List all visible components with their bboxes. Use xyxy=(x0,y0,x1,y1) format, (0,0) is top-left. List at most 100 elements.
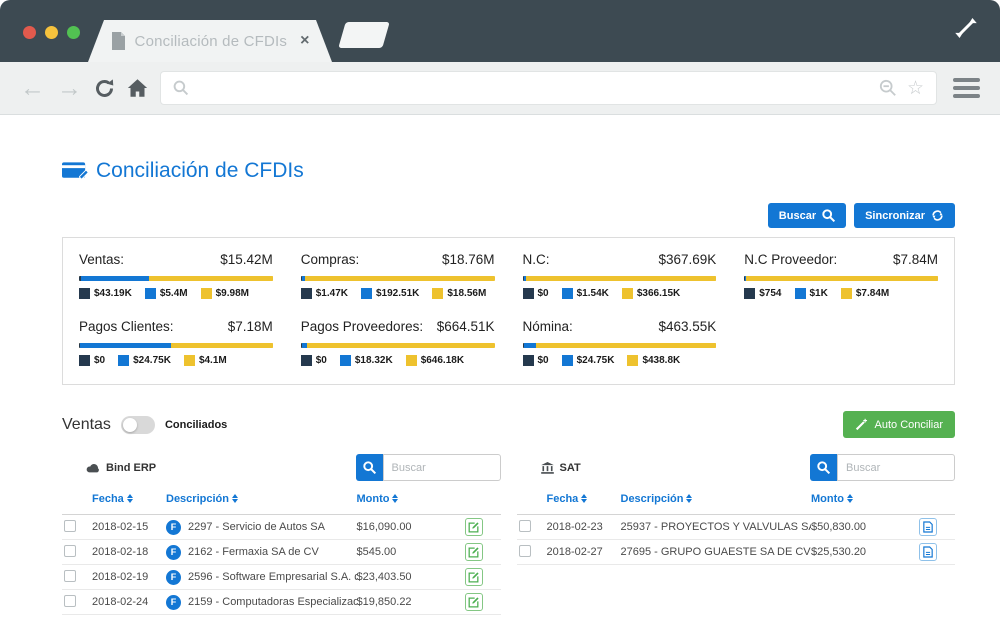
column-monto[interactable]: Monto xyxy=(357,493,465,505)
tab-close-icon[interactable]: × xyxy=(300,32,310,49)
column-fecha[interactable]: Fecha xyxy=(92,493,166,505)
column-descripcion[interactable]: Descripción xyxy=(621,493,812,505)
legend-value: $754 xyxy=(759,288,782,299)
row-checkbox[interactable] xyxy=(64,544,76,557)
blue-swatch xyxy=(561,288,573,299)
edit-row-button[interactable] xyxy=(464,543,483,561)
sort-icon xyxy=(686,494,693,503)
search-icon xyxy=(173,80,189,96)
refresh-icon[interactable] xyxy=(94,78,115,99)
legend-value: $0 xyxy=(315,355,327,366)
url-search-bar[interactable]: ☆ xyxy=(160,71,937,105)
navy-swatch xyxy=(522,288,534,299)
card-value: $7.84M xyxy=(892,252,938,267)
conciliados-toggle[interactable] xyxy=(120,415,155,434)
row-checkbox[interactable] xyxy=(518,519,531,532)
legend-value: $366.15K xyxy=(636,288,681,299)
bookmark-star-icon[interactable]: ☆ xyxy=(906,77,924,99)
view-document-button[interactable] xyxy=(919,543,937,561)
legend-value: $5.4M xyxy=(159,288,188,299)
menu-icon[interactable] xyxy=(953,78,980,98)
edit-pencil-icon xyxy=(468,596,479,607)
maximize-window-icon[interactable] xyxy=(67,26,80,39)
edit-row-button[interactable] xyxy=(464,518,483,536)
column-fecha[interactable]: Fecha xyxy=(547,493,621,505)
zoom-out-icon[interactable] xyxy=(879,79,897,97)
back-icon[interactable]: ← xyxy=(20,73,45,102)
legend: $43.19K $5.4M $9.98M xyxy=(79,288,273,299)
card-label: Pagos Clientes: xyxy=(79,319,174,334)
close-window-icon[interactable] xyxy=(23,26,36,39)
navy-swatch xyxy=(744,288,756,299)
row-descripcion: 27695 - GRUPO GUAESTE SA DE CV xyxy=(620,546,811,558)
view-document-button[interactable] xyxy=(919,518,937,536)
bind-search xyxy=(355,454,501,481)
edit-row-button[interactable] xyxy=(464,593,483,611)
table-search-input[interactable] xyxy=(382,454,501,481)
row-monto: $50,830.00 xyxy=(811,521,867,533)
edit-row-button[interactable] xyxy=(464,568,483,586)
yellow-swatch xyxy=(840,288,852,299)
yellow-swatch xyxy=(405,355,417,366)
expand-icon[interactable] xyxy=(954,16,978,40)
blue-swatch xyxy=(118,355,130,366)
row-checkbox[interactable] xyxy=(64,594,76,607)
url-input[interactable] xyxy=(199,80,869,96)
legend-value: $9.98M xyxy=(215,288,249,299)
section-title: Ventas xyxy=(62,415,111,433)
legend: $0 $24.75K $4.1M xyxy=(79,355,273,366)
page-actions: Buscar Sincronizar xyxy=(62,203,955,228)
factura-badge: F xyxy=(166,544,181,560)
legend-value: $1K xyxy=(809,288,828,299)
sync-icon xyxy=(932,210,943,221)
table-row: 2018-02-15 F 2297 - Servicio de Autos SA … xyxy=(62,515,501,540)
row-fecha: 2018-02-19 xyxy=(92,571,149,583)
navy-swatch xyxy=(79,288,90,299)
yellow-swatch xyxy=(432,288,444,299)
browser-tab[interactable]: Conciliación de CFDIs × xyxy=(88,20,332,62)
progress-bar xyxy=(79,276,273,281)
traffic-lights xyxy=(23,26,80,39)
row-descripcion: 25937 - PROYECTOS Y VALVULAS SA DE CV xyxy=(620,521,812,533)
summary-card-nomina: Nómina: $463.55K $0 $24.75K $438.8K xyxy=(522,319,717,366)
row-checkbox[interactable] xyxy=(64,519,76,532)
row-fecha: 2018-02-24 xyxy=(92,596,149,608)
legend-value: $18.56M xyxy=(447,288,487,299)
buscar-button[interactable]: Buscar xyxy=(767,203,847,228)
row-monto: $16,090.00 xyxy=(356,521,412,533)
table-row: 2018-02-23 25937 - PROYECTOS Y VALVULAS … xyxy=(516,515,955,540)
row-fecha: 2018-02-27 xyxy=(546,546,603,558)
new-tab-button[interactable] xyxy=(338,22,390,48)
legend-value: $646.18K xyxy=(420,355,465,366)
table-header-row: Fecha Descripción Monto xyxy=(516,481,955,515)
table-search-input[interactable] xyxy=(837,454,955,481)
summary-card-nc: N.C: $367.69K $0 $1.54K $366.15K xyxy=(522,252,717,299)
buscar-label: Buscar xyxy=(778,209,817,222)
forward-icon[interactable]: → xyxy=(57,73,82,102)
minimize-window-icon[interactable] xyxy=(45,26,58,39)
legend-value: $0 xyxy=(537,288,549,299)
row-monto: $23,403.50 xyxy=(356,571,412,583)
bank-icon xyxy=(540,461,554,474)
row-checkbox[interactable] xyxy=(64,569,76,582)
auto-conciliar-button[interactable]: Auto Conciliar xyxy=(842,411,955,438)
toggle-label: Conciliados xyxy=(164,418,228,431)
row-monto: $19,850.22 xyxy=(356,596,412,608)
sort-icon xyxy=(231,494,239,503)
table-search-button[interactable] xyxy=(355,454,383,481)
table-search-button[interactable] xyxy=(810,454,837,481)
sincronizar-button[interactable]: Sincronizar xyxy=(854,203,955,228)
legend-value: $24.75K xyxy=(576,355,615,366)
column-monto[interactable]: Monto xyxy=(811,493,919,505)
home-icon[interactable] xyxy=(127,78,148,98)
card-value: $367.69K xyxy=(658,252,717,267)
row-checkbox[interactable] xyxy=(518,544,531,557)
row-descripcion: 2297 - Servicio de Autos SA xyxy=(188,521,325,533)
column-descripcion[interactable]: Descripción xyxy=(166,493,357,505)
edit-pencil-icon xyxy=(468,571,479,582)
summary-card-compras: Compras: $18.76M $1.47K $192.51K $18.56M xyxy=(300,252,495,299)
table-header-row: Fecha Descripción Monto xyxy=(62,481,501,515)
yellow-swatch xyxy=(200,288,212,299)
summary-panel: Ventas: $15.42M $43.19K $5.4M $9.98M Comp… xyxy=(62,237,955,385)
